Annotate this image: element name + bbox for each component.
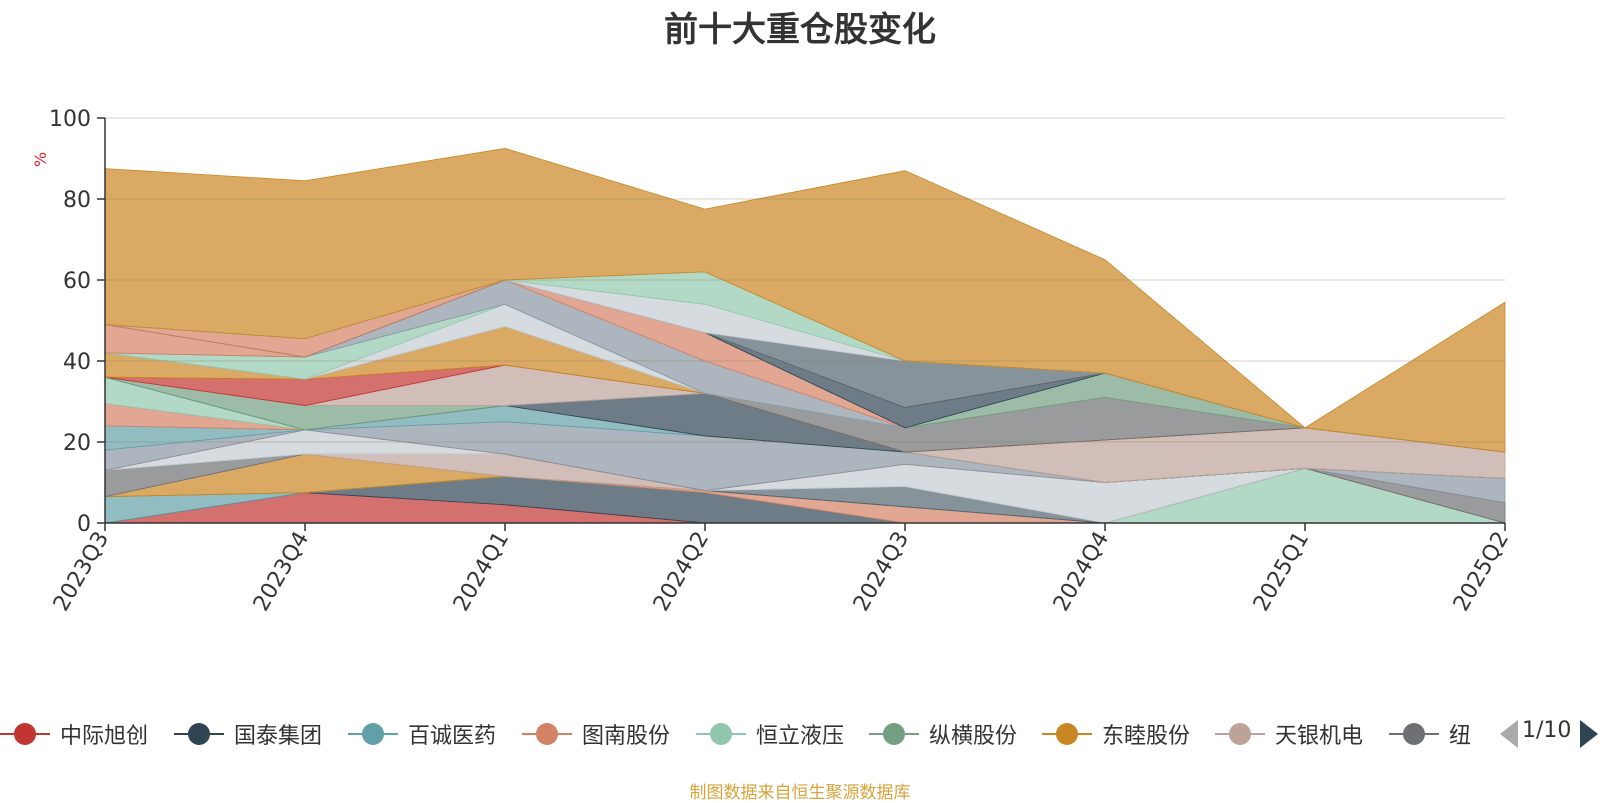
legend-next-arrow-icon[interactable] (1580, 720, 1598, 748)
data-source-note: 制图数据来自恒生聚源数据库 (689, 783, 911, 803)
y-tick-label: 20 (63, 431, 91, 456)
legend-item[interactable]: 中际旭创 (0, 712, 170, 756)
legend-item[interactable]: 纽 (1389, 712, 1480, 756)
axes (97, 117, 1506, 531)
x-tick-label: 2024Q4 (1049, 528, 1114, 616)
legend-marker-icon (1403, 723, 1425, 745)
legend-label: 纵横股份 (929, 724, 1018, 749)
legend-marker-icon (883, 723, 905, 745)
area-series-32 (104, 147, 1506, 453)
legend-marker-icon (14, 723, 36, 745)
y-tick-label: 100 (49, 107, 91, 132)
y-tick-label: 60 (63, 269, 91, 294)
y-tick-label: 40 (63, 350, 91, 375)
legend-item[interactable]: 恒立液压 (696, 712, 866, 756)
x-tick-label: 2023Q3 (49, 528, 114, 616)
y-tick-label: 80 (63, 188, 91, 213)
legend-label: 国泰集团 (234, 724, 323, 749)
x-tick-label: 2024Q2 (649, 528, 714, 616)
legend-item[interactable]: 纵横股份 (869, 712, 1039, 756)
legend-label: 天银机电 (1275, 724, 1364, 749)
legend-item[interactable]: 图南股份 (522, 712, 692, 756)
legend-item[interactable]: 百诚医药 (348, 712, 518, 756)
legend-item[interactable]: 国泰集团 (174, 712, 344, 756)
legend-label: 中际旭创 (60, 724, 149, 749)
area-layers (104, 147, 1506, 524)
legend-prev-arrow-icon[interactable] (1500, 720, 1518, 748)
legend-item[interactable]: 东睦股份 (1042, 712, 1212, 756)
x-tick-label: 2024Q3 (849, 528, 914, 616)
legend-marker-icon (188, 723, 210, 745)
legend-label: 东睦股份 (1102, 724, 1191, 749)
legend-marker-icon (362, 723, 384, 745)
legend-marker-icon (1056, 723, 1078, 745)
legend-label: 百诚医药 (408, 724, 497, 749)
legend-label: 纽 (1449, 724, 1472, 749)
x-tick-label: 2023Q4 (249, 528, 314, 616)
stacked-area-chart: 0 20 40 60 80 100 2023Q3 2023Q4 2024Q1 2024Q2 2024… (49, 107, 1514, 616)
legend-marker-icon (536, 723, 558, 745)
y-tick-label: 0 (77, 512, 91, 537)
legend-label: 图南股份 (582, 724, 671, 749)
chart-title: 前十大重仓股变化 (664, 10, 936, 50)
legend-page-indicator: 1/10 (1522, 718, 1572, 743)
x-tick-label: 2025Q2 (1449, 528, 1514, 616)
legend-items: 中际旭创 国泰集团 百诚医药 图南股份 恒立液压 纵横股份 东睦股份 天银机电 纽 (0, 712, 1480, 756)
legend-label: 恒立液压 (756, 724, 845, 749)
legend-pager: 1/10 (1500, 712, 1600, 756)
legend-item[interactable]: 天银机电 (1215, 712, 1385, 756)
legend-marker-icon (1229, 723, 1251, 745)
legend-marker-icon (710, 723, 732, 745)
legend: 中际旭创 国泰集团 百诚医药 图南股份 恒立液压 纵横股份 东睦股份 天银机电 纽 1/10 (0, 712, 1600, 756)
x-tick-label: 2025Q1 (1249, 528, 1314, 616)
x-tick-label: 2024Q1 (449, 528, 514, 616)
